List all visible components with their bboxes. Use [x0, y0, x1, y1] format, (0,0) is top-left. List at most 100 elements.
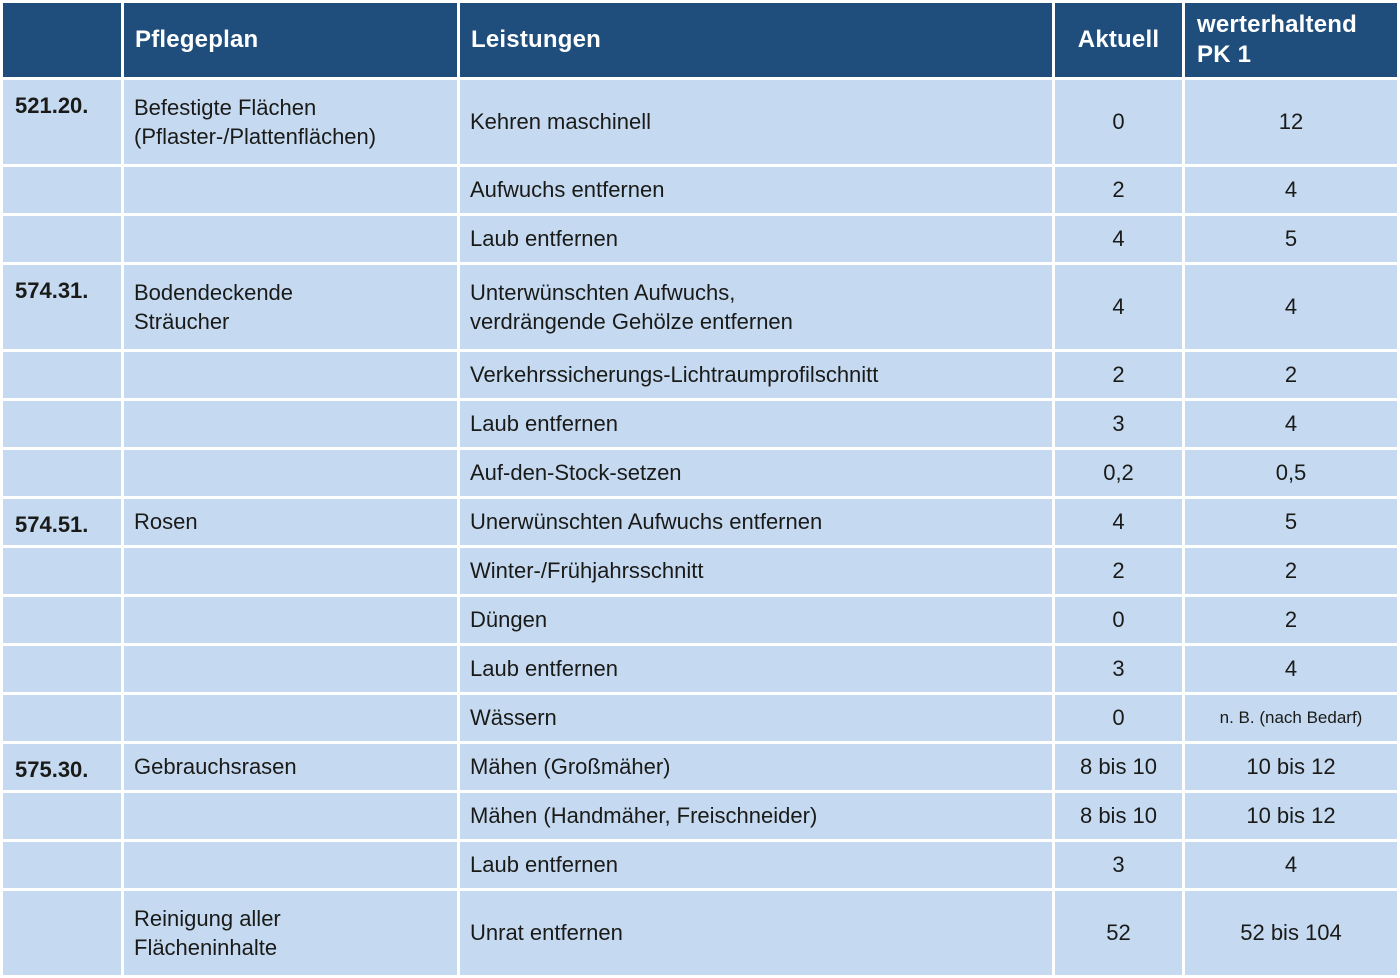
code-cell [3, 450, 121, 496]
pk1-cell: 5 [1185, 216, 1397, 262]
aktuell-cell: 8 bis 10 [1055, 793, 1182, 839]
pk1-cell: n. B. (nach Bedarf) [1185, 695, 1397, 741]
code-cell: 521.20. [3, 80, 121, 164]
pk1-cell: 52 bis 104 [1185, 891, 1397, 975]
code-cell [3, 548, 121, 594]
table-row: Laub entfernen 3 4 [3, 842, 1397, 888]
aktuell-cell: 4 [1055, 265, 1182, 349]
pk1-cell: 0,5 [1185, 450, 1397, 496]
pflegeplan-cell [124, 597, 457, 643]
table-row: Mähen (Handmäher, Freischneider) 8 bis 10… [3, 793, 1397, 839]
aktuell-cell: 2 [1055, 548, 1182, 594]
pflegeplan-cell [124, 450, 457, 496]
column-header-leistungen: Leistungen [460, 3, 1052, 77]
leistungen-cell: Aufwuchs entfernen [460, 167, 1052, 213]
table-row: Reinigung aller Flächeninhalte Unrat entf… [3, 891, 1397, 975]
code-cell [3, 891, 121, 975]
leistungen-cell: Wässern [460, 695, 1052, 741]
pflegeplan-cell [124, 842, 457, 888]
pflegeplan-cell: Reinigung aller Flächeninhalte [124, 891, 457, 975]
aktuell-cell: 2 [1055, 352, 1182, 398]
pk1-cell: 12 [1185, 80, 1397, 164]
table-row: Laub entfernen 4 5 [3, 216, 1397, 262]
table-row: Winter-/Frühjahrsschnitt 2 2 [3, 548, 1397, 594]
leistungen-cell: Mähen (Handmäher, Freischneider) [460, 793, 1052, 839]
code-cell [3, 842, 121, 888]
table-row: Laub entfernen 3 4 [3, 646, 1397, 692]
code-cell [3, 793, 121, 839]
code-cell [3, 167, 121, 213]
pk1-cell: 2 [1185, 352, 1397, 398]
table-row: 521.20. Befestigte Flächen (Pflaster-/Pla… [3, 80, 1397, 164]
code-cell: 575.30. [3, 744, 121, 790]
code-cell [3, 216, 121, 262]
pflegeplan-cell [124, 352, 457, 398]
leistungen-cell: Laub entfernen [460, 401, 1052, 447]
leistungen-cell: Unrat entfernen [460, 891, 1052, 975]
table-row: Wässern 0 n. B. (nach Bedarf) [3, 695, 1397, 741]
column-header-aktuell: Aktuell [1055, 3, 1182, 77]
table-row: Laub entfernen 3 4 [3, 401, 1397, 447]
code-cell [3, 401, 121, 447]
aktuell-cell: 8 bis 10 [1055, 744, 1182, 790]
table-row: 575.30. Gebrauchsrasen Mähen (Großmäher) 8 … [3, 744, 1397, 790]
leistungen-cell: Unterwünschten Aufwuchs, verdrängende Ge… [460, 265, 1052, 349]
leistungen-cell: Winter-/Frühjahrsschnitt [460, 548, 1052, 594]
aktuell-cell: 0 [1055, 80, 1182, 164]
code-cell: 574.31. [3, 265, 121, 349]
pk1-cell: 2 [1185, 597, 1397, 643]
aktuell-cell: 3 [1055, 401, 1182, 447]
pk1-cell: 5 [1185, 499, 1397, 545]
leistungen-cell: Unerwünschten Aufwuchs entfernen [460, 499, 1052, 545]
pflegeplan-cell: Bodendeckende Sträucher [124, 265, 457, 349]
table-row: Düngen 0 2 [3, 597, 1397, 643]
leistungen-cell: Laub entfernen [460, 842, 1052, 888]
pflegeplan-cell [124, 401, 457, 447]
pk1-cell: 4 [1185, 842, 1397, 888]
pflegeplan-cell: Befestigte Flächen (Pflaster-/Plattenflä… [124, 80, 457, 164]
code-cell [3, 597, 121, 643]
table-row: 574.31. Bodendeckende Sträucher Unterwünsc… [3, 265, 1397, 349]
leistungen-cell: Laub entfernen [460, 646, 1052, 692]
pflegeplan-cell [124, 216, 457, 262]
aktuell-cell: 0 [1055, 597, 1182, 643]
pflegeplan-cell [124, 548, 457, 594]
table-body: 521.20. Befestigte Flächen (Pflaster-/Pla… [3, 80, 1397, 975]
aktuell-cell: 0,2 [1055, 450, 1182, 496]
pk1-cell: 10 bis 12 [1185, 793, 1397, 839]
table-row: Auf-den-Stock-setzen 0,2 0,5 [3, 450, 1397, 496]
pflegeplan-cell [124, 646, 457, 692]
aktuell-cell: 3 [1055, 842, 1182, 888]
pk1-cell: 4 [1185, 401, 1397, 447]
leistungen-cell: Düngen [460, 597, 1052, 643]
aktuell-cell: 0 [1055, 695, 1182, 741]
pflegeplan-cell: Gebrauchsrasen [124, 744, 457, 790]
pflegeplan-cell [124, 695, 457, 741]
column-header-pflegeplan: Pflegeplan [124, 3, 457, 77]
aktuell-cell: 4 [1055, 499, 1182, 545]
pflegeplan-cell: Rosen [124, 499, 457, 545]
pk1-cell: 4 [1185, 167, 1397, 213]
pflegeplan-cell [124, 793, 457, 839]
pk1-cell: 2 [1185, 548, 1397, 594]
column-header-code [3, 3, 121, 77]
aktuell-cell: 3 [1055, 646, 1182, 692]
leistungen-cell: Mähen (Großmäher) [460, 744, 1052, 790]
code-cell [3, 695, 121, 741]
table-row: Verkehrssicherungs-Lichtraumprofilschnit… [3, 352, 1397, 398]
aktuell-cell: 2 [1055, 167, 1182, 213]
table-row: 574.51. Rosen Unerwünschten Aufwuchs entfe… [3, 499, 1397, 545]
leistungen-cell: Auf-den-Stock-setzen [460, 450, 1052, 496]
header-row: Pflegeplan Leistungen Aktuell werterhalt… [3, 3, 1397, 77]
pk1-cell: 4 [1185, 265, 1397, 349]
code-cell [3, 646, 121, 692]
leistungen-cell: Laub entfernen [460, 216, 1052, 262]
column-header-werterhaltend-pk1: werterhaltend PK 1 [1185, 3, 1397, 77]
aktuell-cell: 52 [1055, 891, 1182, 975]
leistungen-cell: Verkehrssicherungs-Lichtraumprofilschnit… [460, 352, 1052, 398]
table-row: Aufwuchs entfernen 2 4 [3, 167, 1397, 213]
aktuell-cell: 4 [1055, 216, 1182, 262]
pk1-cell: 10 bis 12 [1185, 744, 1397, 790]
